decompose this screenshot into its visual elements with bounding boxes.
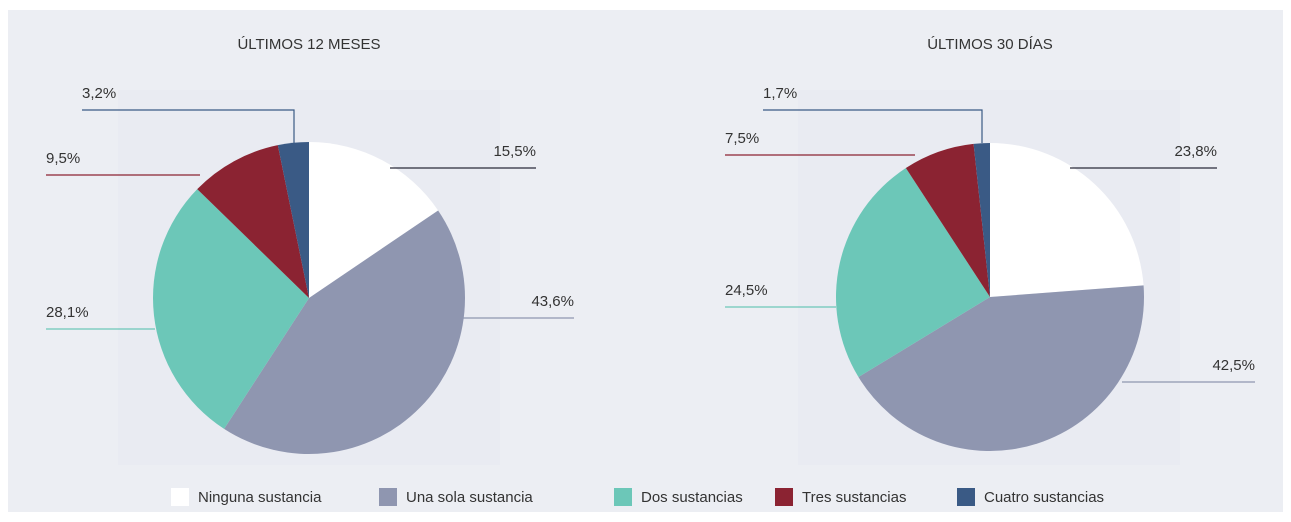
data-label: 23,8% xyxy=(1174,143,1217,160)
legend-label: Cuatro sustancias xyxy=(984,489,1104,506)
pie-slice xyxy=(197,145,309,298)
pie-slice xyxy=(905,143,990,297)
legend-swatch xyxy=(379,488,397,506)
legend-label: Ninguna sustancia xyxy=(198,489,322,506)
pie-slice xyxy=(973,143,990,297)
pie-slice xyxy=(858,285,1144,452)
data-label: 15,5% xyxy=(493,143,536,160)
chart-title: ÚLTIMOS 12 MESES xyxy=(237,36,380,53)
data-label: 1,7% xyxy=(763,85,797,102)
legend-label: Dos sustancias xyxy=(641,489,743,506)
pie-slice xyxy=(836,168,990,378)
chart-title: ÚLTIMOS 30 DÍAS xyxy=(927,36,1053,53)
legend-swatch xyxy=(775,488,793,506)
legend-swatch xyxy=(957,488,975,506)
pie-slice xyxy=(277,142,309,298)
legend-label: Tres sustancias xyxy=(802,489,906,506)
data-label: 7,5% xyxy=(725,130,759,147)
data-label: 43,6% xyxy=(531,293,574,310)
data-label: 9,5% xyxy=(46,150,80,167)
data-label: 42,5% xyxy=(1212,357,1255,374)
legend-swatch xyxy=(614,488,632,506)
pie-slice xyxy=(153,189,309,429)
legend-label: Una sola sustancia xyxy=(406,489,533,506)
leader-line xyxy=(82,109,295,143)
data-label: 3,2% xyxy=(82,85,116,102)
data-label: 28,1% xyxy=(46,304,89,321)
legend-swatch xyxy=(171,488,189,506)
leader-line xyxy=(763,109,983,143)
pie-slice xyxy=(224,210,465,454)
pie-slice xyxy=(990,143,1144,297)
data-label: 24,5% xyxy=(725,282,768,299)
pie-slice xyxy=(309,142,439,298)
